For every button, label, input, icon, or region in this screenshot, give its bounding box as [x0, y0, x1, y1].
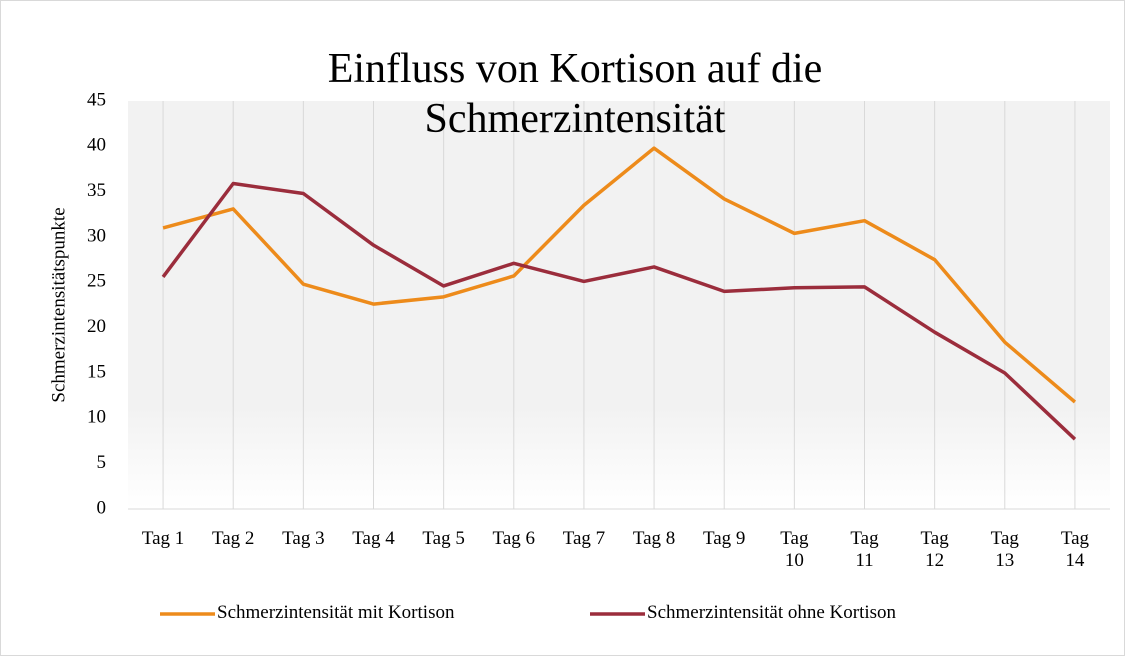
y-tick-label: 25	[87, 271, 106, 292]
x-tick-label: Tag 14	[1060, 528, 1090, 571]
x-tick-label: Tag 12	[920, 528, 949, 571]
y-tick-label: 45	[87, 89, 106, 110]
y-tick-label: 5	[97, 452, 107, 473]
x-tick-label: Tag 1	[141, 528, 185, 549]
x-tick-label: Tag 10	[780, 528, 809, 571]
line-series	[162, 146, 1077, 404]
y-tick-label: 0	[97, 497, 107, 518]
x-tick-label: Tag 5	[422, 528, 465, 549]
x-tick-label: Tag 6	[492, 528, 536, 549]
chart-title: Einfluss von Kortison auf die Schmerzint…	[327, 46, 823, 142]
x-tick-label: Tag 3	[282, 528, 325, 549]
x-tick-label: Tag 11	[850, 528, 879, 571]
y-tick-label: 10	[87, 407, 106, 428]
y-tick-label: 30	[87, 225, 106, 246]
y-tick-label: 15	[87, 361, 106, 382]
x-tick-label: Tag 8	[632, 528, 676, 549]
y-axis-label: Schmerzintensitätspunkte	[48, 207, 69, 402]
x-tick-label: Tag 2	[211, 528, 255, 549]
y-tick-label: 20	[87, 316, 106, 337]
line-series	[161, 181, 1077, 441]
y-tick-label: 35	[87, 180, 106, 201]
x-tick-label: Tag 13	[990, 528, 1019, 571]
plot-area	[128, 101, 1110, 509]
x-tick-label: Tag 9	[702, 528, 746, 549]
legend-label: Schmerzintensität ohne Kortison	[647, 602, 897, 623]
x-tick-label: Tag 4	[352, 528, 395, 549]
legend-label: Schmerzintensität mit Kortison	[217, 602, 455, 623]
y-tick-label: 40	[87, 135, 106, 156]
x-tick-label: Tag 7	[562, 528, 606, 549]
